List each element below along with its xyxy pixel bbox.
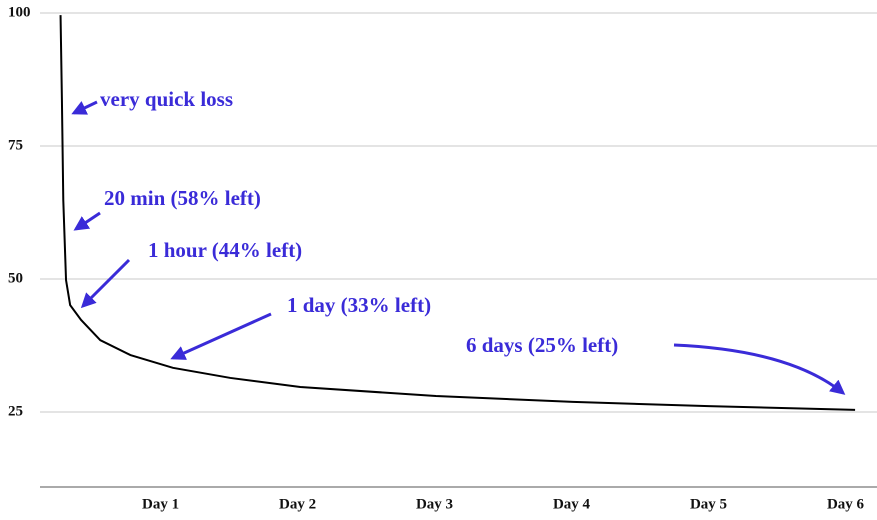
annotation: 6 days (25% left) (466, 333, 618, 357)
x-tick-label: Day 4 (553, 496, 591, 512)
annotation-arrow (673, 343, 846, 395)
y-tick-label: 75 (8, 137, 23, 153)
x-tick-label: Day 1 (142, 496, 179, 512)
x-tick-label: Day 5 (690, 496, 727, 512)
annotation-arrow (80, 258, 131, 309)
line (59, 15, 856, 411)
annotation: 20 min (58% left) (104, 186, 261, 210)
y-tick-label: 100 (8, 4, 31, 20)
annotation: 1 day (33% left) (287, 293, 431, 317)
x-tick-label: Day 6 (827, 496, 865, 512)
annotation-arrow (73, 211, 101, 231)
x-tick-label: Day 3 (416, 496, 453, 512)
annotation-arrow (170, 312, 272, 360)
x-tick-label: Day 2 (279, 496, 316, 512)
y-tick-label: 25 (8, 403, 23, 419)
annotation: 1 hour (44% left) (148, 238, 302, 262)
annotation: very quick loss (100, 87, 233, 111)
annotation-arrow (71, 100, 98, 115)
y-tick-label: 50 (8, 270, 23, 286)
